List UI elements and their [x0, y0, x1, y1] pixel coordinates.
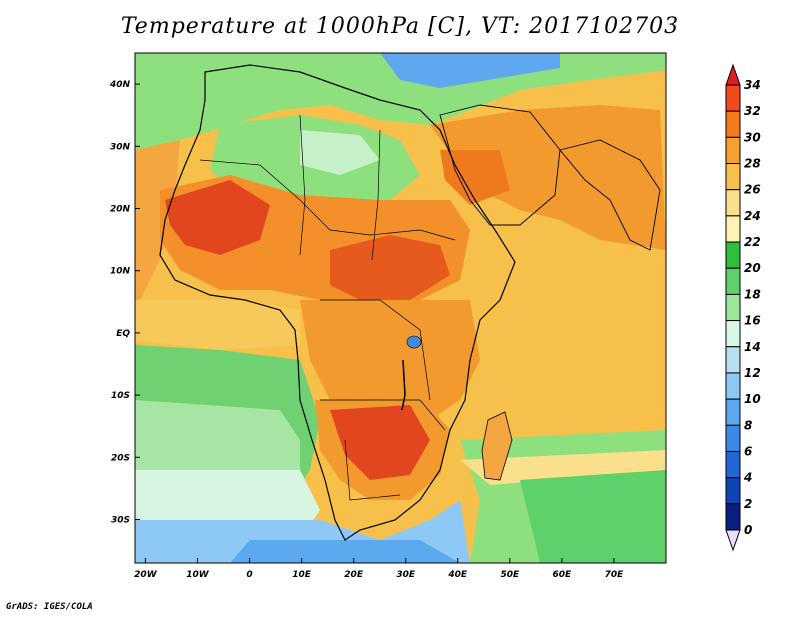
rift-lakes: [401, 359, 406, 411]
colorbar-swatch: [725, 503, 741, 531]
longitude-axis: 20W 10W 0 10E 20E 30E 40E 50E 60E 70E: [134, 558, 624, 580]
country-border: [320, 299, 431, 401]
lon-tick-label: 30E: [396, 570, 416, 580]
colorbar-swatch: [725, 398, 741, 426]
colorbar-swatch: [725, 372, 741, 400]
west-sahel-hot-core: [165, 180, 270, 255]
colorbar-swatch: [725, 346, 741, 374]
colorbar-label: 2: [744, 497, 752, 511]
south-indian-ocean-deep-green: [520, 470, 666, 563]
lon-tick-label: 50E: [500, 570, 520, 580]
colorbar-label: 4: [743, 471, 752, 485]
colorbar-bottom-arrow: [725, 529, 741, 552]
plot-frame: [134, 52, 667, 564]
west-atlantic-region: [135, 140, 180, 300]
lon-tick-label: 10W: [186, 570, 210, 580]
lat-tick-label: 10S: [111, 391, 130, 401]
colorbar-swatch: [725, 477, 741, 505]
colorbar-label: 0: [744, 523, 752, 537]
lat-tick-label: 20N: [110, 204, 131, 214]
colorbar-swatch: [725, 320, 741, 348]
lat-tick-label: 40N: [109, 80, 131, 90]
colorbar-swatch: [725, 424, 741, 452]
country-border: [199, 159, 456, 241]
arabian-region: [430, 105, 666, 250]
colorbar-swatch: [725, 136, 741, 165]
colorbar-label: 12: [744, 366, 761, 380]
lon-tick-label: 20E: [344, 570, 364, 580]
lon-tick-label: 70E: [605, 570, 625, 580]
lat-tick-label: 30N: [110, 142, 131, 152]
colorbar-label: 30: [744, 130, 761, 144]
indian-ocean-yellow-band: [460, 450, 666, 485]
colorbar-label: 24: [744, 209, 761, 223]
colorbar-label: 16: [744, 314, 761, 328]
central-africa-hot-core: [330, 235, 450, 300]
colorbar-label: 6: [744, 444, 752, 458]
country-border: [371, 129, 381, 261]
southern-ocean-deep-blue: [230, 540, 460, 563]
credit-text: GrADS: IGES/COLA: [6, 602, 93, 612]
arabian-hot-core: [440, 150, 510, 205]
colorbar-label: 14: [744, 340, 761, 354]
southern-africa-hot-core: [330, 405, 430, 480]
lat-tick-label: 30S: [111, 515, 130, 525]
lon-tick-label: 20W: [134, 570, 158, 580]
colorbar-label: 32: [744, 104, 761, 118]
colorbar-label: 18: [744, 287, 761, 301]
east-africa-region: [300, 300, 480, 420]
colorbar-label: 28: [744, 157, 761, 171]
colorbar-label: 20: [744, 261, 761, 275]
latitude-axis: 40N 30N 20N 10N EQ 10S 20S 30S: [109, 80, 140, 525]
colorbar-swatch: [725, 450, 741, 479]
lon-tick-label: 40E: [447, 570, 468, 580]
country-border: [299, 114, 306, 256]
madagascar: [481, 411, 513, 481]
lon-tick-label: 10E: [292, 570, 312, 580]
colorbar-label: 10: [744, 392, 761, 406]
map-title: Temperature at 1000hPa [C], VT: 20171027…: [120, 14, 680, 39]
colorbar-label: 22: [744, 235, 761, 249]
colorbar-swatch: [725, 163, 741, 191]
country-border: [344, 439, 401, 501]
colorbar-swatch: [725, 293, 741, 322]
india-coastline: [559, 139, 661, 251]
central-sahara-region: [300, 130, 380, 175]
black-sea-cool-region: [380, 53, 560, 88]
colorbar-top-arrow: [725, 63, 741, 86]
colorbar-label: 34: [744, 78, 761, 92]
country-border: [320, 399, 446, 431]
africa-coastline: [159, 64, 516, 541]
colorbar-swatch: [725, 84, 741, 112]
lake-victoria: [406, 335, 422, 349]
lon-tick-label: 60E: [553, 570, 573, 580]
gulf-of-guinea-region: [135, 300, 300, 350]
colorbar-swatch: [725, 189, 741, 217]
colorbar-swatch: [725, 241, 741, 269]
mediterranean-region: [135, 53, 666, 150]
colorbar-label: 26: [744, 183, 761, 197]
lon-tick-label: 0: [246, 570, 252, 580]
arabian-coastline: [439, 104, 561, 226]
lat-tick-label: 10N: [110, 267, 131, 277]
colorbar-swatch: [725, 215, 741, 243]
colorbar-swatch: [725, 110, 741, 138]
lat-tick-label: EQ: [116, 329, 130, 339]
colorbar-swatch: [725, 267, 741, 295]
colorbar-label: 8: [744, 418, 752, 432]
lat-tick-label: 20S: [111, 453, 130, 463]
map-field: [135, 53, 666, 563]
